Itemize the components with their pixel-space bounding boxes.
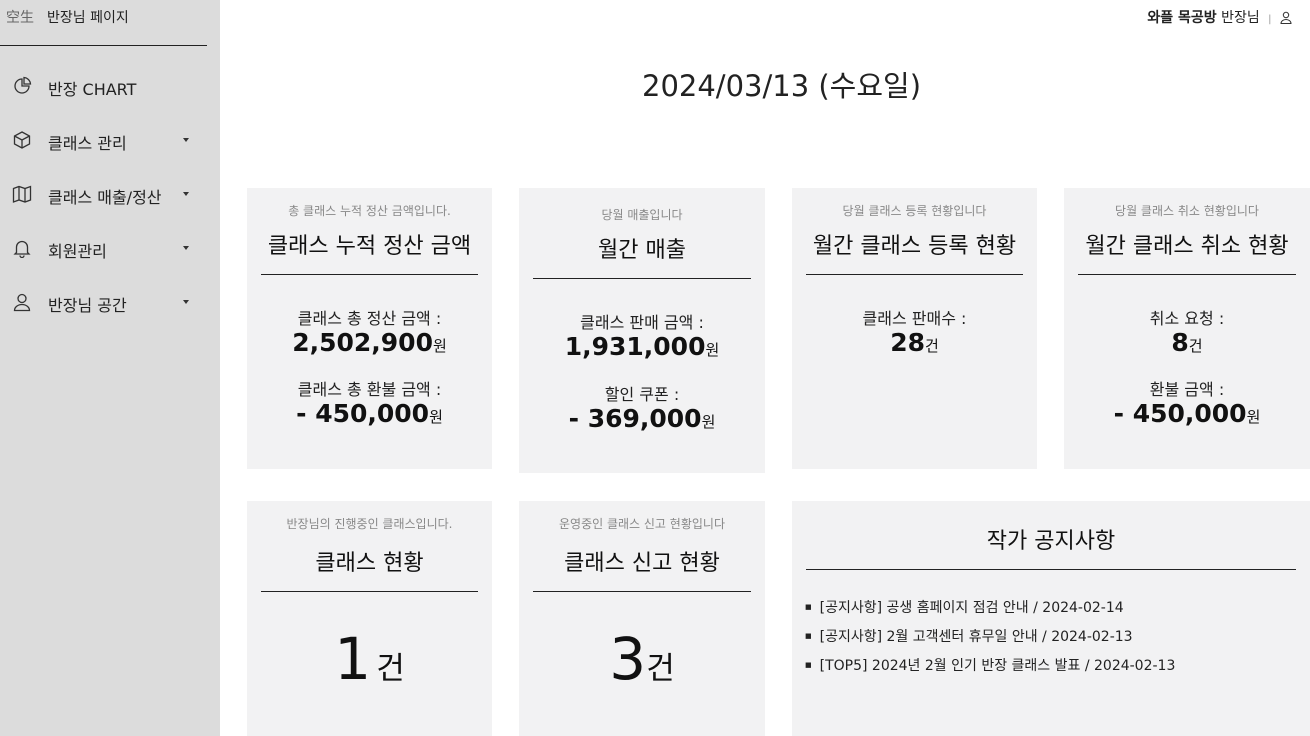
sidebar-item-label: 반장 CHART — [48, 80, 137, 99]
card-monthly-registration: 당월 클래스 등록 현황입니다 월간 클래스 등록 현황 클래스 판매수 : 2… — [792, 188, 1037, 469]
chevron-down-icon — [183, 138, 189, 142]
card-monthly-sales: 당월 매출입니다 월간 매출 클래스 판매 금액 : 1,931,000원 할인… — [519, 188, 765, 473]
cancel-request-label: 취소 요청 : — [1149, 309, 1225, 328]
card-title: 클래스 현황 — [315, 551, 424, 576]
card-author-notices: 작가 공지사항 [공지사항] 공생 홈페이지 점검 안내 / 2024-02-1… — [792, 501, 1310, 736]
brand-logo[interactable]: 空生 — [6, 10, 34, 26]
card-class-status: 반장님의 진행중인 클래스입니다. 클래스 현황 1 건 — [247, 501, 492, 736]
notice-item[interactable]: [TOP5] 2024년 2월 인기 반장 클래스 발표 / 2024-02-1… — [805, 655, 1176, 684]
sales-amount-label: 클래스 판매 금액 : — [580, 313, 704, 332]
workshop-name[interactable]: 와플 목공방 — [1147, 10, 1217, 26]
notice-item[interactable]: [공지사항] 공생 홈페이지 점검 안내 / 2024-02-14 — [805, 597, 1175, 626]
user-icon — [13, 293, 31, 312]
sidebar-item-my-space[interactable]: 반장님 공간 — [0, 282, 207, 322]
bell-icon — [13, 240, 31, 258]
card-title: 월간 클래스 등록 현황 — [812, 234, 1017, 259]
card-title: 클래스 신고 현황 — [564, 551, 720, 576]
refund-amount-value: - 450,000원 — [1113, 399, 1261, 428]
sidebar-item-label: 회원관리 — [48, 242, 107, 261]
chevron-down-icon — [183, 246, 189, 250]
report-count[interactable]: 3건 — [609, 625, 675, 693]
sidebar-item-label: 반장님 공간 — [48, 296, 127, 315]
card-divider — [1078, 274, 1296, 275]
card-subtitle: 반장님의 진행중인 클래스입니다. — [286, 517, 453, 531]
card-divider — [806, 274, 1023, 275]
sidebar-item-class-management[interactable]: 클래스 관리 — [0, 120, 207, 160]
card-divider — [261, 591, 478, 592]
sidebar-item-label: 클래스 매출/정산 — [48, 188, 162, 207]
sidebar-item-sales-settlement[interactable]: 클래스 매출/정산 — [0, 174, 207, 214]
card-subtitle: 당월 매출입니다 — [601, 208, 683, 222]
chevron-down-icon — [183, 192, 189, 196]
card-settlement: 총 클래스 누적 정산 금액입니다. 클래스 누적 정산 금액 클래스 총 정산… — [247, 188, 492, 469]
active-class-count[interactable]: 1 건 — [334, 625, 405, 693]
total-refund-label: 클래스 총 환불 금액 : — [297, 380, 442, 399]
sales-amount-value: 1,931,000원 — [564, 332, 720, 361]
user-role: 반장님 — [1221, 10, 1260, 26]
box-icon — [13, 131, 31, 149]
card-title: 월간 매출 — [598, 238, 686, 263]
sidebar-brand[interactable]: 空生 반장님 페이지 — [0, 0, 207, 46]
card-divider — [533, 591, 751, 592]
notice-item[interactable]: [공지사항] 2월 고객센터 휴무일 안내 / 2024-02-13 — [805, 626, 1175, 655]
card-subtitle: 운영중인 클래스 신고 현황입니다 — [558, 517, 725, 531]
sidebar: 空生 반장님 페이지 반장 CHART 클래스 관리 클래스 매출/정산 회원관… — [0, 0, 220, 736]
card-monthly-cancel: 당월 클래스 취소 현황입니다 월간 클래스 취소 현황 취소 요청 : 8건 … — [1064, 188, 1310, 469]
notice-list: [공지사항] 공생 홈페이지 점검 안내 / 2024-02-14 [공지사항]… — [805, 597, 1176, 684]
map-icon — [12, 185, 32, 203]
total-settlement-value: 2,502,900원 — [292, 328, 447, 357]
discount-coupon-label: 할인 쿠폰 : — [604, 385, 680, 404]
sales-count-value: 28건 — [890, 328, 939, 357]
card-title: 월간 클래스 취소 현황 — [1085, 234, 1289, 259]
discount-coupon-value: - 369,000원 — [568, 404, 716, 433]
card-divider — [806, 569, 1296, 570]
sidebar-title[interactable]: 반장님 페이지 — [47, 10, 129, 26]
pie-chart-icon — [14, 76, 32, 94]
user-icon[interactable] — [1280, 11, 1292, 24]
card-divider — [261, 274, 478, 275]
card-report-status: 운영중인 클래스 신고 현황입니다 클래스 신고 현황 3건 — [519, 501, 765, 736]
card-divider — [533, 278, 751, 279]
chevron-down-icon — [183, 300, 189, 304]
total-settlement-label: 클래스 총 정산 금액 : — [297, 309, 442, 328]
card-subtitle: 총 클래스 누적 정산 금액입니다. — [288, 204, 451, 218]
sidebar-item-members[interactable]: 회원관리 — [0, 228, 207, 268]
card-title: 클래스 누적 정산 금액 — [267, 234, 472, 259]
card-title: 작가 공지사항 — [986, 529, 1116, 554]
top-user-bar: 와플 목공방 반장님 | — [1147, 7, 1292, 27]
total-refund-value: - 450,000원 — [296, 399, 443, 428]
sales-count-label: 클래스 판매수 : — [862, 309, 967, 328]
divider: | — [1268, 14, 1272, 25]
page-title-date: 2024/03/13 (수요일) — [642, 69, 922, 103]
sidebar-item-chart[interactable]: 반장 CHART — [0, 66, 207, 106]
sidebar-item-label: 클래스 관리 — [48, 134, 127, 153]
refund-amount-label: 환불 금액 : — [1149, 380, 1225, 399]
card-subtitle: 당월 클래스 취소 현황입니다 — [1115, 204, 1259, 218]
card-subtitle: 당월 클래스 등록 현황입니다 — [842, 204, 987, 218]
cancel-request-value: 8건 — [1171, 328, 1203, 357]
